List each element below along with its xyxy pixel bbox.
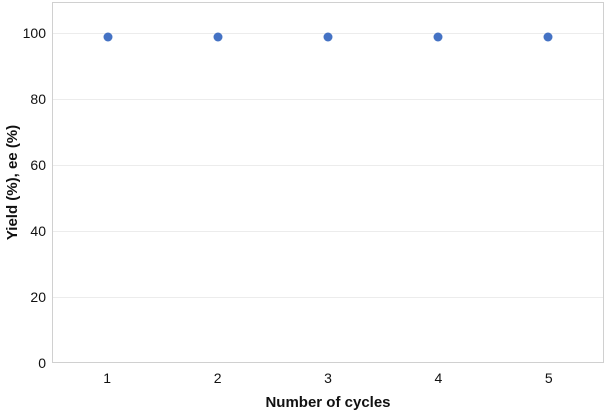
x-tick-label: 3 [324,370,332,386]
gridline [53,231,603,232]
data-point [323,32,333,42]
x-axis-tick-labels: 1 2 3 4 5 [52,363,604,389]
gridline [53,165,603,166]
data-point [433,32,443,42]
y-tick-label: 40 [30,223,46,239]
x-tick-label: 1 [103,370,112,386]
x-tick-label: 2 [213,370,222,386]
y-axis-tick-labels: 0 20 40 60 80 100 [0,2,46,370]
data-point [103,32,113,42]
plot-area [52,2,604,363]
x-axis-title: Number of cycles [265,394,391,411]
y-tick-label: 80 [30,91,46,107]
y-tick-label: 0 [38,355,46,371]
data-point [213,32,223,42]
data-point [543,32,553,42]
x-tick-label: 4 [434,370,443,386]
y-tick-label: 20 [30,289,46,305]
x-tick-label: 5 [544,370,553,386]
gridline [53,297,603,298]
gridline [53,99,603,100]
y-tick-label: 100 [22,25,46,41]
y-tick-label: 60 [30,157,46,173]
